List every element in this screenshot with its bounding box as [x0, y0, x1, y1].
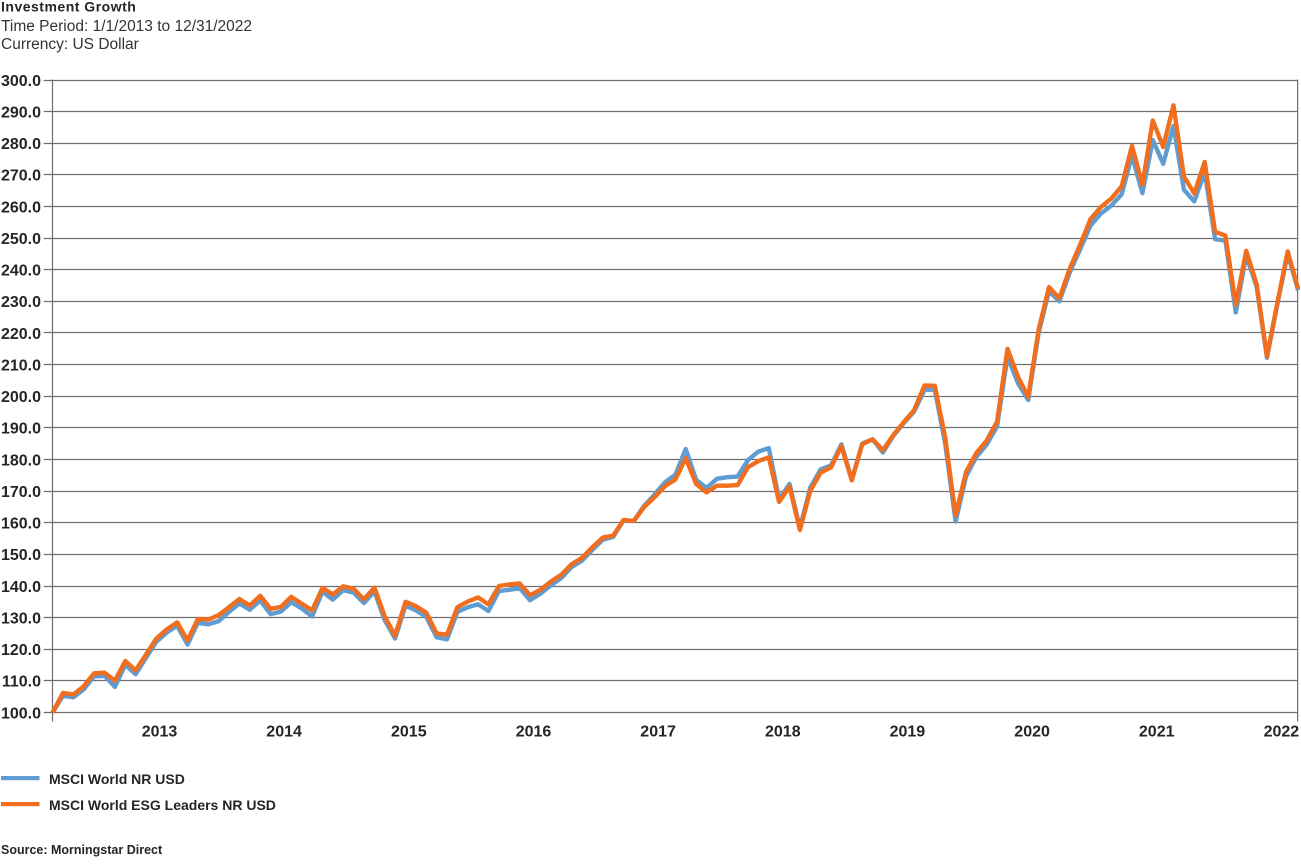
- svg-text:2019: 2019: [890, 724, 926, 741]
- svg-text:210.0: 210.0: [1, 357, 41, 374]
- svg-text:2018: 2018: [765, 724, 801, 741]
- svg-text:260.0: 260.0: [1, 199, 41, 216]
- svg-text:2013: 2013: [142, 724, 178, 741]
- svg-text:170.0: 170.0: [1, 484, 41, 501]
- svg-text:120.0: 120.0: [1, 642, 41, 659]
- svg-text:110.0: 110.0: [2, 674, 41, 691]
- svg-text:180.0: 180.0: [1, 452, 41, 469]
- svg-text:250.0: 250.0: [1, 231, 41, 248]
- svg-text:200.0: 200.0: [1, 389, 41, 406]
- svg-text:2022: 2022: [1264, 724, 1300, 741]
- svg-text:2015: 2015: [391, 724, 427, 741]
- svg-text:MSCI World NR USD: MSCI World NR USD: [49, 771, 185, 787]
- svg-text:100.0: 100.0: [1, 705, 41, 722]
- svg-text:270.0: 270.0: [1, 168, 41, 185]
- svg-text:220.0: 220.0: [1, 326, 41, 343]
- svg-text:Investment Growth: Investment Growth: [1, 0, 136, 15]
- svg-text:290.0: 290.0: [1, 104, 41, 121]
- svg-text:280.0: 280.0: [1, 136, 41, 153]
- svg-text:Time Period: 1/1/2013 to 12/31: Time Period: 1/1/2013 to 12/31/2022: [1, 18, 252, 35]
- svg-text:130.0: 130.0: [1, 610, 41, 627]
- svg-text:2020: 2020: [1014, 724, 1050, 741]
- svg-text:MSCI World ESG Leaders NR USD: MSCI World ESG Leaders NR USD: [49, 797, 276, 813]
- svg-text:230.0: 230.0: [1, 294, 41, 311]
- svg-text:140.0: 140.0: [1, 579, 41, 596]
- svg-text:160.0: 160.0: [1, 516, 41, 533]
- svg-text:2016: 2016: [516, 724, 552, 741]
- svg-text:240.0: 240.0: [1, 263, 41, 280]
- svg-text:150.0: 150.0: [1, 547, 41, 564]
- svg-text:190.0: 190.0: [1, 421, 41, 438]
- svg-text:2014: 2014: [266, 724, 302, 741]
- svg-text:Source: Morningstar Direct: Source: Morningstar Direct: [1, 843, 163, 857]
- svg-text:300.0: 300.0: [1, 73, 41, 90]
- svg-text:Currency: US Dollar: Currency: US Dollar: [1, 36, 139, 53]
- svg-text:2021: 2021: [1139, 724, 1175, 741]
- svg-text:2017: 2017: [640, 724, 676, 741]
